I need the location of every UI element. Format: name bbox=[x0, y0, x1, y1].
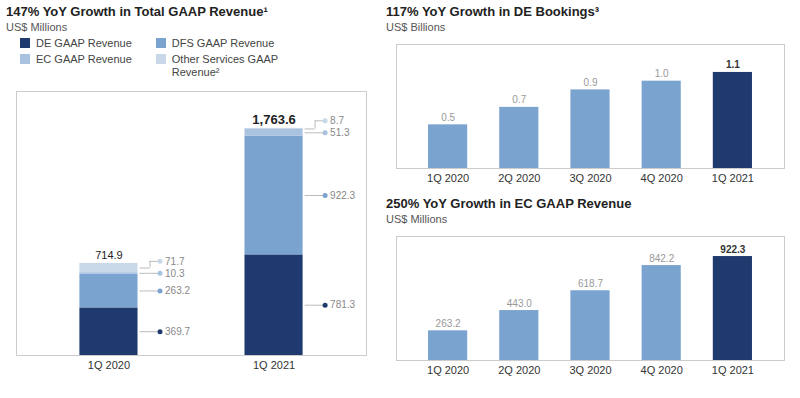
svg-text:1Q 2021: 1Q 2021 bbox=[253, 359, 295, 371]
html-text:US$ Billions: US$ Billions bbox=[386, 21, 446, 33]
html-text:DFS GAAP Revenue: DFS GAAP Revenue bbox=[171, 37, 275, 49]
svg-text:618.7: 618.7 bbox=[578, 278, 603, 289]
svg-text:71.7: 71.7 bbox=[165, 256, 185, 267]
svg-text:2Q 2020: 2Q 2020 bbox=[498, 172, 540, 184]
svg-text:781.3: 781.3 bbox=[330, 299, 355, 310]
svg-text:4Q 2020: 4Q 2020 bbox=[641, 172, 683, 184]
svg-text:0.7: 0.7 bbox=[512, 94, 526, 105]
svg-text:443.0: 443.0 bbox=[507, 298, 532, 309]
svg-text:8.7: 8.7 bbox=[330, 115, 344, 126]
svg-text:714.9: 714.9 bbox=[95, 249, 123, 261]
svg-text:263.2: 263.2 bbox=[436, 318, 461, 329]
svg-text:369.7: 369.7 bbox=[165, 326, 190, 337]
svg-text:2Q 2020: 2Q 2020 bbox=[498, 364, 540, 376]
svg-text:0.5: 0.5 bbox=[441, 112, 455, 123]
svg-text:922.3: 922.3 bbox=[720, 244, 745, 255]
svg-text:1Q 2020: 1Q 2020 bbox=[427, 364, 469, 376]
svg-text:0.9: 0.9 bbox=[584, 77, 598, 88]
svg-text:1.1: 1.1 bbox=[726, 59, 740, 70]
html-text:US$ Millions: US$ Millions bbox=[386, 213, 448, 225]
html-text:147% YoY Growth in Total GAAP: 147% YoY Growth in Total GAAP Revenue¹ bbox=[6, 4, 268, 19]
svg-text:1Q 2021: 1Q 2021 bbox=[712, 364, 754, 376]
svg-text:1Q 2021: 1Q 2021 bbox=[712, 172, 754, 184]
svg-text:3Q 2020: 3Q 2020 bbox=[569, 172, 611, 184]
html-text:Other Services GAAP Revenue²: Other Services GAAP Revenue² bbox=[171, 53, 279, 78]
svg-text:1Q 2020: 1Q 2020 bbox=[427, 172, 469, 184]
svg-text:3Q 2020: 3Q 2020 bbox=[569, 364, 611, 376]
html-text:EC GAAP Revenue: EC GAAP Revenue bbox=[36, 53, 132, 65]
html-text:US$ Millions: US$ Millions bbox=[6, 21, 68, 33]
svg-text:4Q 2020: 4Q 2020 bbox=[641, 364, 683, 376]
svg-text:842.2: 842.2 bbox=[649, 253, 674, 264]
svg-text:263.2: 263.2 bbox=[165, 285, 190, 296]
html-text:250% YoY Growth in EC GAAP Rev: 250% YoY Growth in EC GAAP Revenue bbox=[386, 196, 632, 211]
svg-text:51.3: 51.3 bbox=[330, 127, 350, 138]
svg-text:1Q 2020: 1Q 2020 bbox=[88, 359, 130, 371]
svg-text:1,763.6: 1,763.6 bbox=[252, 112, 295, 127]
html-text:DE GAAP Revenue: DE GAAP Revenue bbox=[36, 37, 132, 49]
svg-text:10.3: 10.3 bbox=[165, 268, 185, 279]
svg-text:922.3: 922.3 bbox=[330, 190, 355, 201]
svg-text:1.0: 1.0 bbox=[655, 68, 669, 79]
html-text:117% YoY Growth in DE Bookings: 117% YoY Growth in DE Bookings³ bbox=[386, 4, 600, 19]
